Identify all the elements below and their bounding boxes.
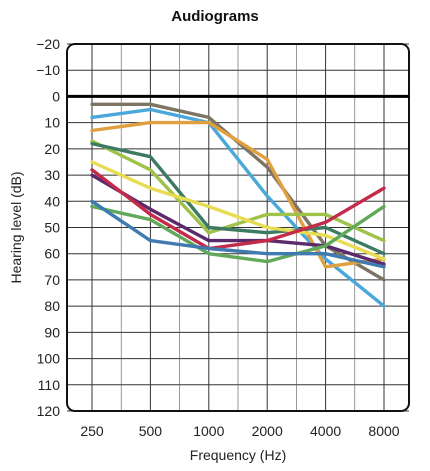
tick-labels: −20 −10 0 10 20 30 40 50 60 70 80 90 100 110 120 250 500… bbox=[36, 36, 400, 439]
x-tick-label: 1000 bbox=[193, 423, 224, 439]
y-tick-label: 30 bbox=[44, 167, 60, 183]
chart-title: Audiograms bbox=[171, 8, 259, 25]
y-tick-label: 50 bbox=[44, 220, 60, 236]
plot-frame bbox=[66, 43, 410, 412]
series-line-10 bbox=[90, 199, 386, 269]
y-tick-label: 110 bbox=[38, 377, 61, 393]
x-axis-label: Frequency (Hz) bbox=[190, 447, 286, 463]
y-tick-label: 100 bbox=[37, 351, 61, 367]
y-tick-label: 70 bbox=[44, 272, 60, 288]
y-tick-label: 40 bbox=[44, 193, 60, 209]
series-line-4 bbox=[90, 139, 386, 243]
y-tick-label: 80 bbox=[44, 298, 60, 314]
series-line-8 bbox=[90, 168, 386, 251]
series-line-5 bbox=[90, 141, 386, 256]
x-tick-label: 8000 bbox=[368, 423, 399, 439]
y-tick-label: −10 bbox=[36, 62, 60, 78]
x-tick-label: 4000 bbox=[310, 423, 341, 439]
series-line-7 bbox=[90, 173, 386, 266]
x-tick-label: 500 bbox=[139, 423, 163, 439]
y-tick-label: 0 bbox=[52, 88, 60, 104]
y-tick-label: 20 bbox=[44, 141, 60, 157]
series-line-9 bbox=[90, 204, 386, 264]
series-group bbox=[90, 102, 386, 308]
y-tick-label: 10 bbox=[44, 115, 60, 131]
y-tick-label: 90 bbox=[44, 324, 60, 340]
y-axis-label: Hearing level (dB) bbox=[8, 171, 24, 283]
y-tick-label: 120 bbox=[37, 403, 61, 419]
x-tick-label: 2000 bbox=[252, 423, 283, 439]
y-tick-label: 60 bbox=[44, 246, 60, 262]
series-line-3 bbox=[90, 120, 386, 269]
x-tick-label: 250 bbox=[80, 423, 104, 439]
y-tick-label: −20 bbox=[36, 36, 60, 52]
